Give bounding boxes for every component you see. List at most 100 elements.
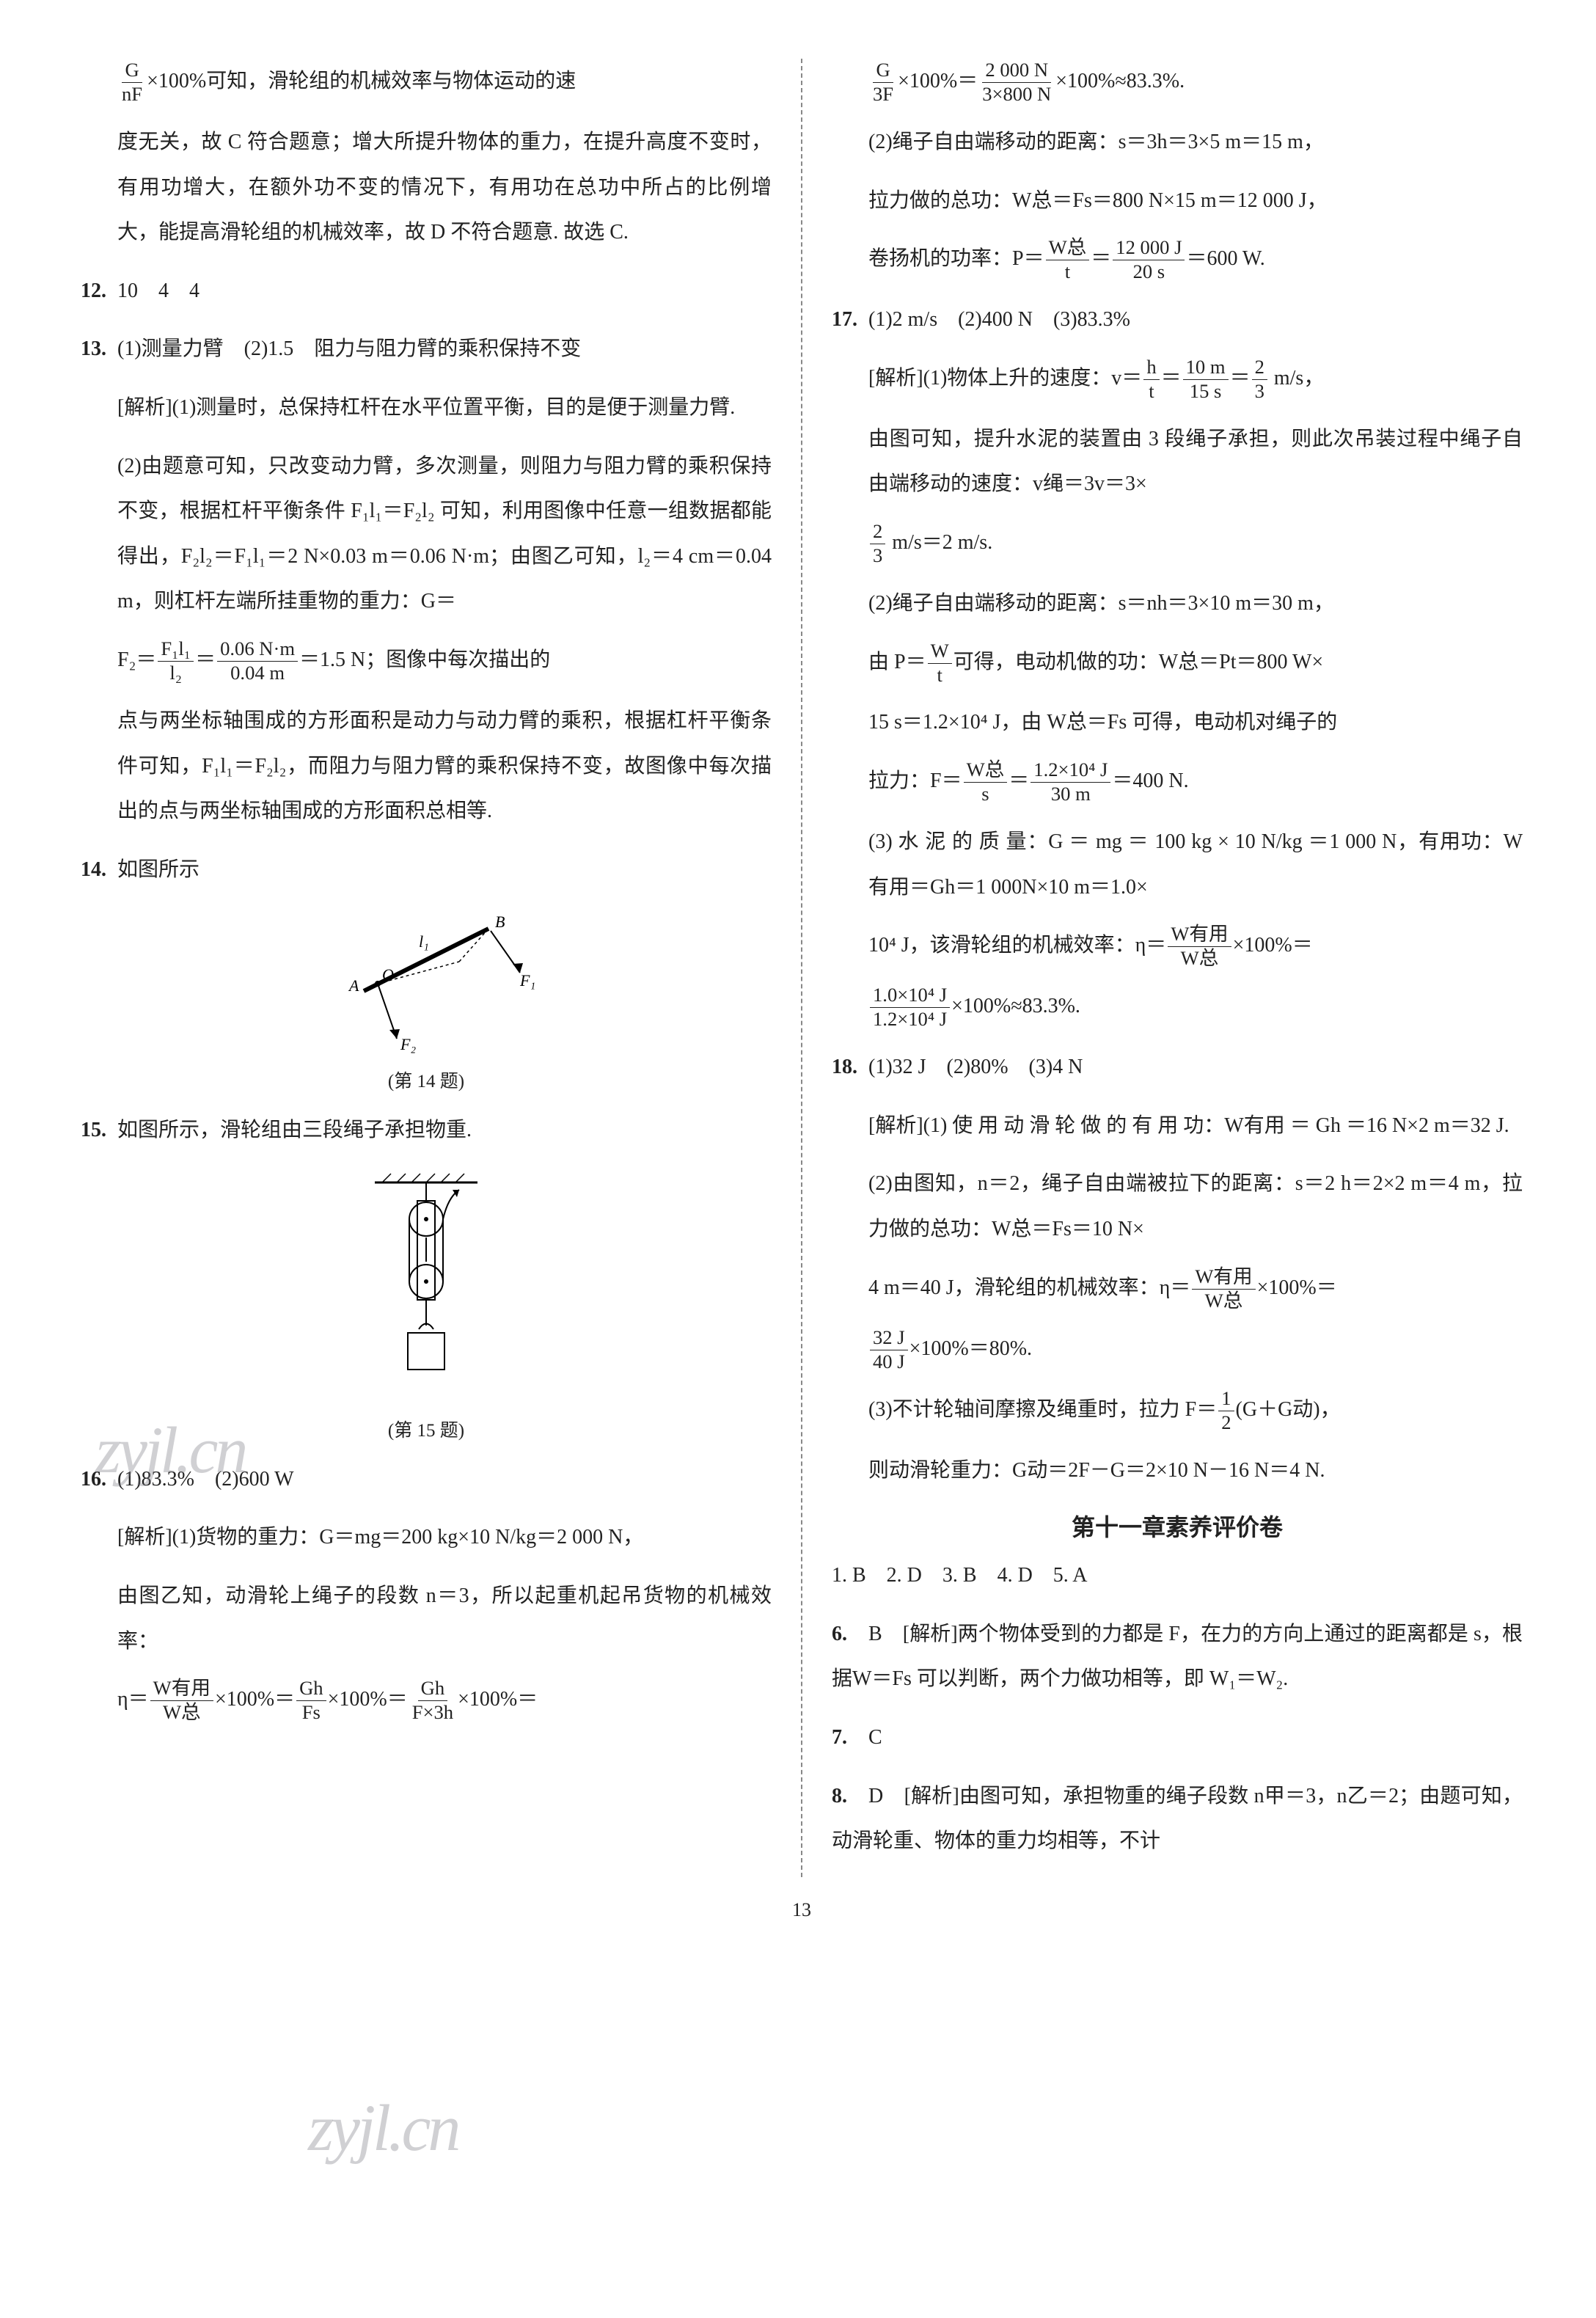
item-14: 14.如图所示 [81, 847, 772, 893]
cont-16f: 卷扬机的功率：P＝W总t＝12 000 J20 s＝600 W. [832, 236, 1523, 284]
text: ＝600 W. [1186, 247, 1264, 270]
fraction: W有用W总 [1192, 1265, 1255, 1313]
analysis-18d: 32 J40 J×100%＝80%. [832, 1326, 1523, 1374]
analysis-17f: 拉力：F＝W总s＝1.2×10⁴ J30 m＝400 N. [832, 758, 1523, 806]
label-l1: l₁ [419, 932, 429, 951]
analysis-13a: [解析](1)测量时，总保持杠杆在水平位置平衡，目的是便于测量力臂. [81, 385, 772, 431]
text: ＝400 N. [1112, 769, 1188, 792]
text: ×100%＝80%. [909, 1337, 1032, 1360]
item-number: 13. [81, 326, 117, 372]
text: m/s， [1269, 367, 1324, 390]
answer: B [解析]两个物体受到的力都是 F，在力的方向上通过的距离都是 s，根据W＝F… [832, 1623, 1523, 1691]
label-F1: F₁ [519, 971, 535, 990]
fraction: W有用W总 [1168, 923, 1231, 970]
column-divider [801, 59, 802, 1877]
label-O: O [382, 965, 394, 984]
text: ×100%＝ [328, 1688, 408, 1711]
text: 拉力：F＝ [868, 769, 962, 792]
text: ×100%≈83.3%. [951, 995, 1080, 1017]
analysis-17g: (3) 水 泥 的 质 量：G ＝ mg ＝ 100 kg × 10 N/kg … [832, 819, 1523, 910]
item-6: 6.B [解析]两个物体受到的力都是 F，在力的方向上通过的距离都是 s，根据W… [832, 1612, 1523, 1702]
text: ×100%可知，滑轮组的机械效率与物体运动的速 [147, 70, 576, 92]
fraction: G3F [870, 59, 896, 106]
items-1-5: 1. B 2. D 3. B 4. D 5. A [832, 1553, 1523, 1598]
answer: 如图所示，滑轮组由三段绳子承担物重. [117, 1119, 472, 1141]
item-18: 18.(1)32 J (2)80% (3)4 N [832, 1045, 1523, 1090]
analysis-13d: 点与两坐标轴围成的方形面积是动力与动力臂的乘积，根据杠杆平衡条件可知，F₁l₁＝… [81, 698, 772, 834]
left-column: GnF×100%可知，滑轮组的机械效率与物体运动的速 度无关，故 C 符合题意；… [81, 59, 772, 1877]
analysis-17b2: 23 m/s＝2 m/s. [832, 520, 1523, 568]
fraction: 1.0×10⁴ J1.2×10⁴ J [870, 984, 950, 1031]
item-8: 8.D [解析]由图可知，承担物重的绳子段数 n甲＝3，n乙＝2；由题可知，动滑… [832, 1774, 1523, 1864]
fraction: 10 m15 s [1183, 356, 1229, 403]
fraction: 12 000 J20 s [1113, 236, 1185, 284]
analysis-17e: 15 s＝1.2×10⁴ J，由 W总＝Fs 可得，电动机对绳子的 [832, 700, 1523, 745]
continuation-11b: 度无关，故 C 符合题意；增大所提升物体的重力，在提升高度不变时，有用功增大，在… [81, 120, 772, 255]
label-F2: F₂ [400, 1035, 416, 1053]
text: 可得，电动机做的功：W总＝Pt＝800 W× [953, 651, 1324, 673]
fraction: 12 [1218, 1387, 1234, 1435]
fraction: 23 [870, 520, 885, 568]
item-number: 7. [832, 1715, 868, 1761]
text: 由 P＝ [868, 651, 926, 673]
item-number: 18. [832, 1045, 868, 1090]
fraction: W总s [964, 758, 1008, 806]
text: ×100%＝ [1233, 934, 1313, 957]
fraction: 2 000 N3×800 N [979, 59, 1054, 106]
right-column: G3F×100%＝2 000 N3×800 N×100%≈83.3%. (2)绳… [832, 59, 1523, 1877]
figure-15: (第 15 题) [81, 1168, 772, 1442]
answer: C [868, 1726, 882, 1749]
cont-16e: 拉力做的总功：W总＝Fs＝800 N×15 m＝12 000 J， [832, 178, 1523, 224]
figure-15-caption: (第 15 题) [81, 1416, 772, 1442]
fraction: W有用W总 [150, 1677, 213, 1725]
analysis-17a: [解析](1)物体上升的速度：v＝ht＝10 m15 s＝23 m/s， [832, 356, 1523, 403]
fraction: 23 [1252, 356, 1267, 403]
fraction: ht [1143, 356, 1159, 403]
item-13: 13.(1)测量力臂 (2)1.5 阻力与阻力臂的乘积保持不变 [81, 326, 772, 372]
answer: (1)83.3% (2)600 W [117, 1468, 294, 1491]
text: ×100%＝ [458, 1688, 538, 1711]
text: ＝1.5 N；图像中每次描出的 [299, 648, 550, 671]
text: 10⁴ J，该滑轮组的机械效率：η＝ [868, 934, 1166, 957]
text: 4 m＝40 J，滑轮组的机械效率：η＝ [868, 1276, 1190, 1299]
analysis-16c: η＝W有用W总×100%＝GhFs×100%＝GhF×3h×100%＝ [81, 1677, 772, 1725]
item-15: 15.如图所示，滑轮组由三段绳子承担物重. [81, 1108, 772, 1153]
text: (G＋G动)， [1236, 1398, 1341, 1421]
text: (3)不计轮轴间摩擦及绳重时，拉力 F＝ [868, 1398, 1217, 1421]
fraction: GhFs [296, 1677, 326, 1725]
figure-14-caption: (第 14 题) [81, 1067, 772, 1093]
cont-16c: G3F×100%＝2 000 N3×800 N×100%≈83.3%. [832, 59, 1523, 106]
answer: 如图所示 [117, 858, 200, 881]
item-number: 17. [832, 297, 868, 343]
fraction: F₁l₁l₂ [158, 637, 194, 685]
label-B: B [495, 913, 505, 931]
analysis-18f: 则动滑轮重力：G动＝2F－G＝2×10 N－16 N＝4 N. [832, 1448, 1523, 1493]
analysis-13c: F₂＝F₁l₁l₂＝0.06 N·m0.04 m＝1.5 N；图像中每次描出的 [81, 637, 772, 685]
item-7: 7.C [832, 1715, 1523, 1761]
item-16: 16.(1)83.3% (2)600 W [81, 1457, 772, 1502]
answer: (1)32 J (2)80% (3)4 N [868, 1056, 1083, 1078]
item-number: 6. [832, 1612, 868, 1657]
item-number: 15. [81, 1108, 117, 1153]
text: ×100%＝ [898, 70, 978, 92]
fraction: 32 J40 J [870, 1326, 908, 1374]
analysis-13b: (2)由题意可知，只改变动力臂，多次测量，则阻力与阻力臂的乘积保持不变，根据杠杆… [81, 444, 772, 624]
label-A: A [348, 976, 359, 995]
watermark: zyjl.cn [308, 2091, 458, 2166]
fraction: GnF [119, 59, 145, 106]
chapter-title: 第十一章素养评价卷 [832, 1509, 1523, 1543]
figure-14: A O B l₁ F₁ F₂ (第 14 题) [81, 907, 772, 1093]
text: η＝ [117, 1688, 149, 1711]
continuation-11: GnF×100%可知，滑轮组的机械效率与物体运动的速 [81, 59, 772, 106]
item-number: 14. [81, 847, 117, 893]
analysis-16b: 由图乙知，动滑轮上绳子的段数 n＝3，所以起重机起吊货物的机械效率： [81, 1573, 772, 1664]
item-12: 12.10 4 4 [81, 268, 772, 314]
analysis-17c: (2)绳子自由端移动的距离：s＝nh＝3×10 m＝30 m， [832, 581, 1523, 626]
analysis-17i: 1.0×10⁴ J1.2×10⁴ J×100%≈83.3%. [832, 984, 1523, 1031]
answer: 10 4 4 [117, 279, 200, 302]
text: ×100%＝ [215, 1688, 295, 1711]
text: 由图可知，提升水泥的装置由 3 段绳子承担，则此次吊装过程中绳子自由端移动的速度… [868, 428, 1523, 496]
item-17: 17.(1)2 m/s (2)400 N (3)83.3% [832, 297, 1523, 343]
answer: (1)测量力臂 (2)1.5 阻力与阻力臂的乘积保持不变 [117, 337, 581, 360]
analysis-18c: 4 m＝40 J，滑轮组的机械效率：η＝W有用W总×100%＝ [832, 1265, 1523, 1313]
